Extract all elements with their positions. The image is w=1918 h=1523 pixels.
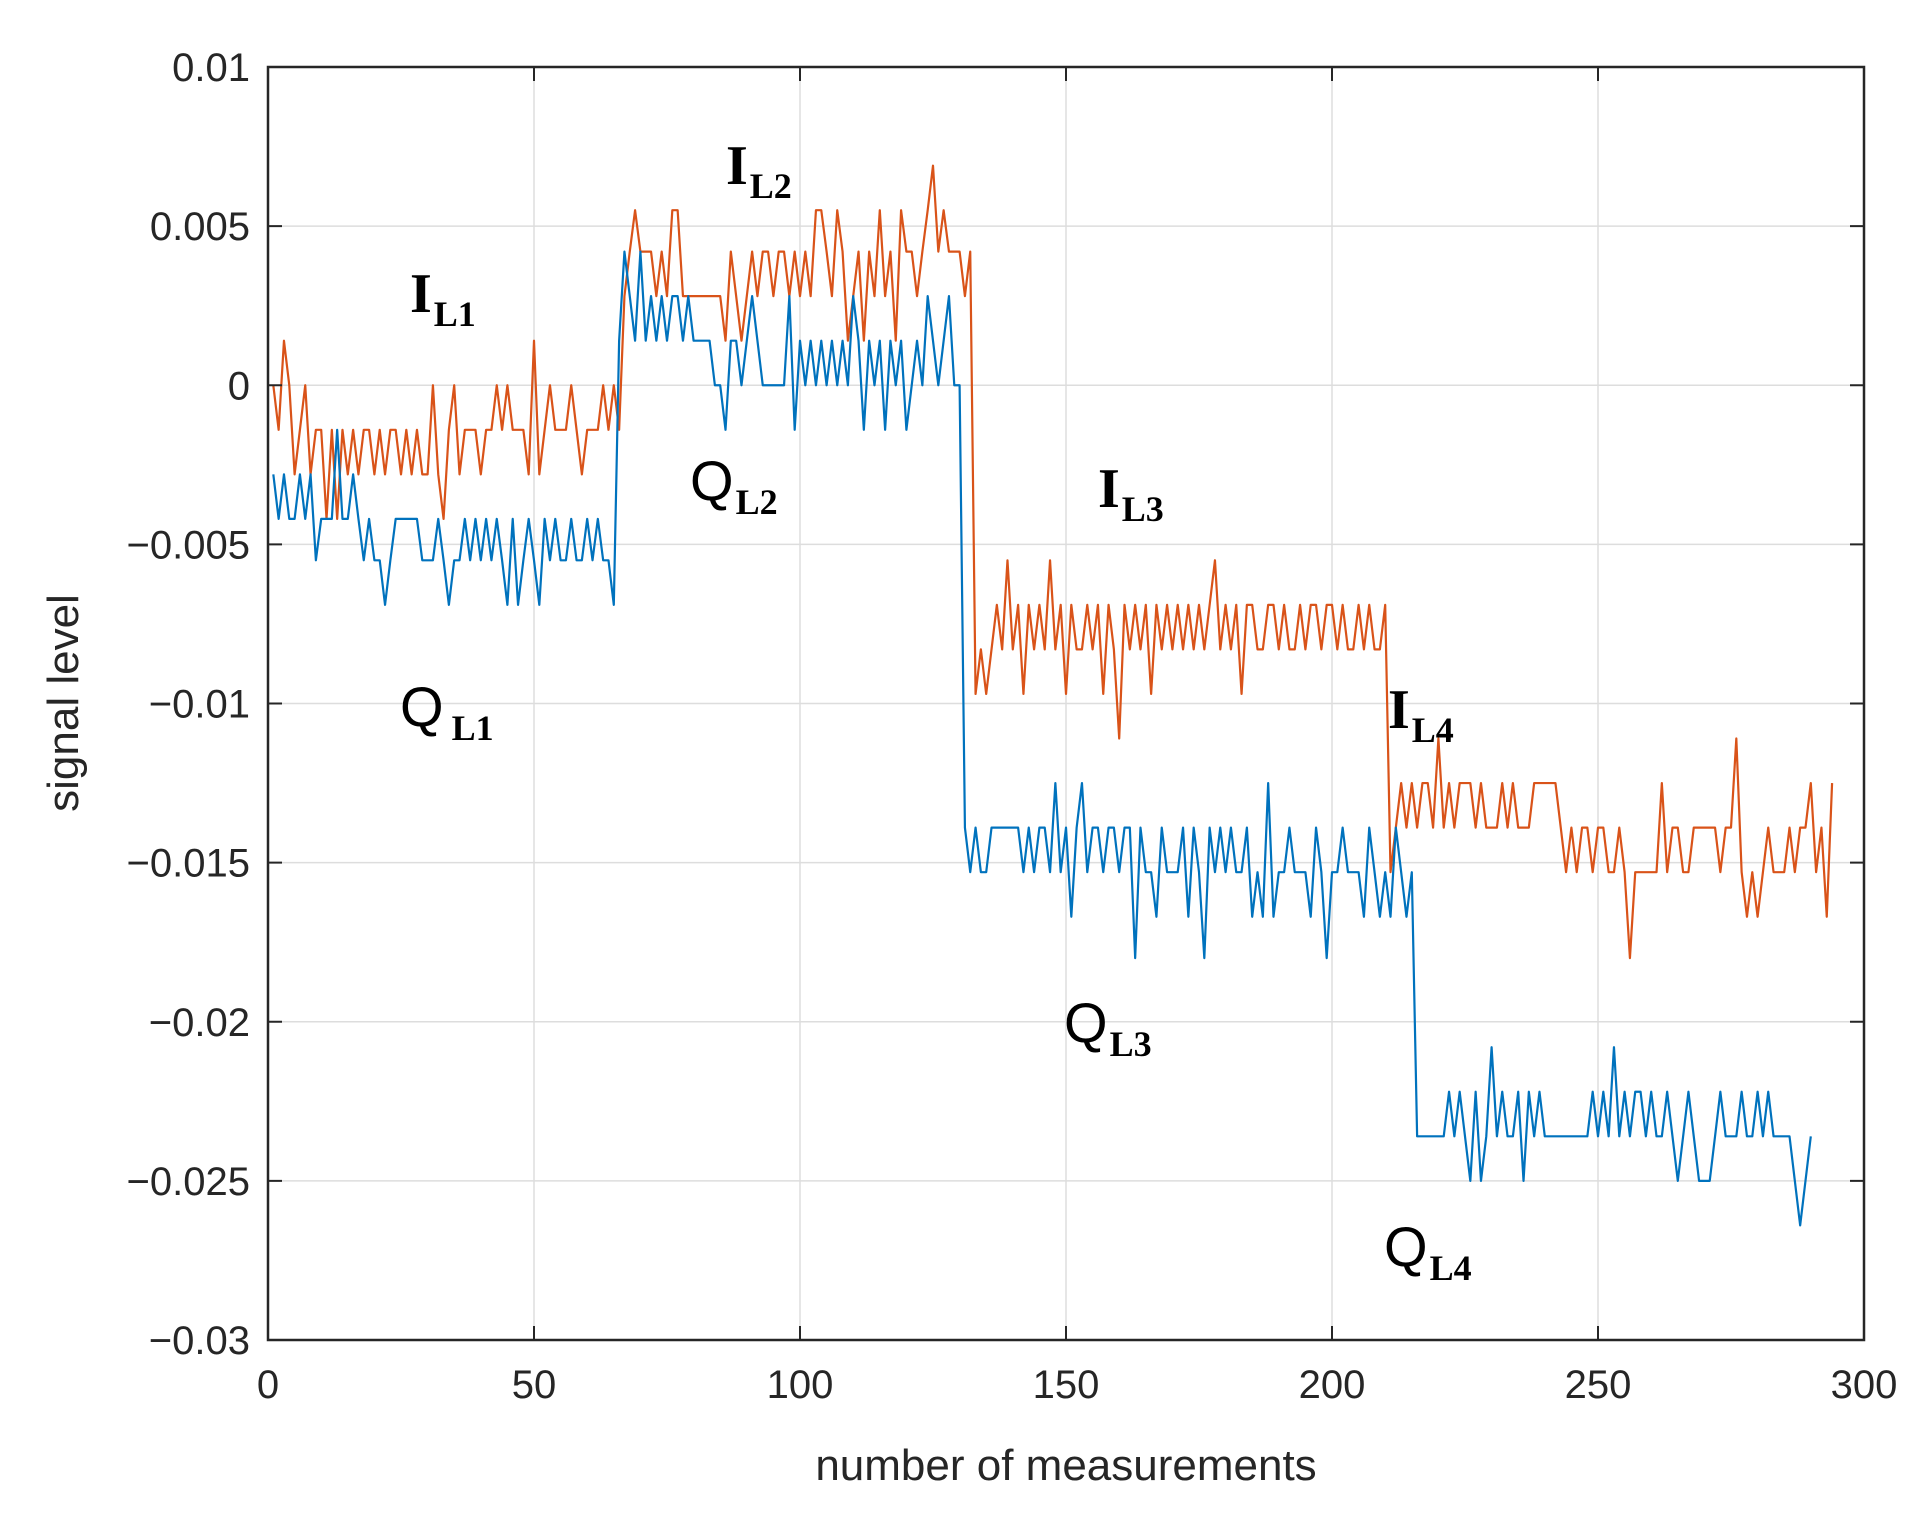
y-tick-label: 0 xyxy=(228,364,250,408)
x-tick-label: 0 xyxy=(257,1363,279,1407)
x-axis-label: number of measurements xyxy=(815,1441,1316,1490)
annotation-q-l2: QL2 xyxy=(690,449,778,522)
annotation-q-l4-letter: Q xyxy=(1384,1215,1428,1278)
x-tick-label: 100 xyxy=(767,1363,834,1407)
annotation-i-l1: IL1 xyxy=(410,263,476,334)
series-layer xyxy=(272,164,1834,1227)
annotation-q-l3-letter: Q xyxy=(1064,991,1108,1054)
annotation-i-l2-sub: L2 xyxy=(750,166,792,206)
annotation-i-l2: IL2 xyxy=(726,135,792,206)
series-line-q xyxy=(272,250,1812,1227)
y-tick-label: −0.015 xyxy=(127,842,250,886)
annotation-q-l2-sub: L2 xyxy=(736,482,778,522)
annotation-q-l3-sub: L3 xyxy=(1110,1024,1152,1064)
annotation-i-l4-letter: I xyxy=(1388,679,1410,741)
annotation-i-l4-sub: L4 xyxy=(1412,710,1454,750)
y-tick-label: −0.01 xyxy=(149,683,250,727)
annotation-q-l1: Q L1 xyxy=(400,675,494,748)
annotation-q-l1-sub: L1 xyxy=(452,708,494,748)
y-tick-label: −0.005 xyxy=(127,523,250,567)
annotation-i-l4: IL4 xyxy=(1388,679,1454,750)
annotation-q-l2-letter: Q xyxy=(690,449,734,512)
y-axis-label: signal level xyxy=(39,594,88,812)
annotation-i-l3-letter: I xyxy=(1098,458,1120,520)
annotation-i-l3-sub: L3 xyxy=(1122,489,1164,529)
series-line-i xyxy=(272,164,1834,960)
annotation-q-l4: QL4 xyxy=(1384,1215,1472,1288)
x-tick-label: 150 xyxy=(1033,1363,1100,1407)
x-tick-label: 300 xyxy=(1831,1363,1898,1407)
annotation-i-l3: IL3 xyxy=(1098,458,1164,529)
x-tick-label: 200 xyxy=(1299,1363,1366,1407)
annotation-i-l1-letter: I xyxy=(410,263,432,325)
annotation-q-l1-letter: Q xyxy=(400,675,444,738)
annotation-q-l3: QL3 xyxy=(1064,991,1152,1064)
x-tick-label: 250 xyxy=(1565,1363,1632,1407)
y-tick-label: −0.03 xyxy=(149,1319,250,1363)
tick-labels: 0 50 100 150 200 250 300 0.01 0.005 0 −0.005 −0.01 −… xyxy=(127,46,1898,1407)
annotation-q-l4-sub: L4 xyxy=(1430,1248,1472,1288)
annotation-i-l2-letter: I xyxy=(726,135,748,197)
y-tick-label: −0.02 xyxy=(149,1001,250,1045)
annotations: IL1 IL2 QL2 IL3 Q L1 IL4 QL3 QL4 xyxy=(400,135,1472,1288)
y-tick-label: 0.01 xyxy=(172,46,250,90)
y-tick-label: 0.005 xyxy=(150,205,250,249)
ticks xyxy=(267,66,1865,1341)
y-tick-label: −0.025 xyxy=(127,1160,250,1204)
annotation-i-l1-sub: L1 xyxy=(434,294,476,334)
x-tick-label: 50 xyxy=(512,1363,557,1407)
